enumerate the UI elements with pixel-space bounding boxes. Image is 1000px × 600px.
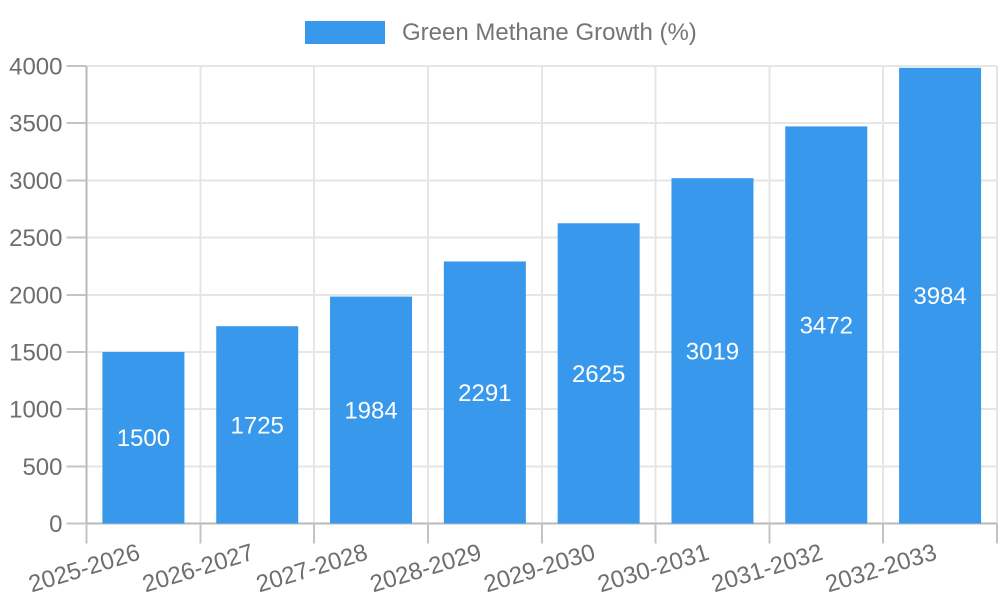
tick-marks — [66, 65, 998, 544]
x-axis-label: 2026-2027 — [139, 539, 257, 598]
legend-item[interactable]: Green Methane Growth (%) — [305, 19, 697, 46]
y-axis-label: 500 — [22, 454, 62, 481]
y-axis-label: 4000 — [9, 54, 62, 81]
bar[interactable] — [330, 296, 413, 524]
bar-value-label: 3472 — [800, 312, 853, 339]
bar-value-label: 1984 — [344, 398, 397, 425]
y-axis-label: 1500 — [9, 339, 62, 366]
bar[interactable] — [102, 351, 185, 524]
y-axis-label: 3000 — [9, 168, 62, 195]
x-axis-label: 2027-2028 — [253, 539, 371, 598]
x-axis-labels: 2025-20262026-20272027-20282028-20292029… — [26, 539, 940, 598]
y-axis-label: 3500 — [9, 111, 62, 138]
x-axis-label: 2031-2032 — [708, 539, 826, 598]
bar-value-label: 3984 — [913, 283, 966, 310]
bar-value-label: 1500 — [117, 425, 170, 452]
x-axis-label: 2030-2031 — [595, 539, 713, 598]
bar[interactable] — [557, 223, 640, 524]
x-axis-label: 2032-2033 — [822, 539, 940, 598]
bar[interactable] — [671, 178, 754, 524]
bar-value-labels: 1500 1725 1984 2291 2625 3019 3472 3984 — [117, 283, 967, 452]
bar-value-label: 3019 — [686, 338, 739, 365]
bar-value-label: 2625 — [572, 361, 625, 388]
y-axis-label: 0 — [49, 511, 62, 538]
y-axis-label: 2500 — [9, 225, 62, 252]
bar[interactable] — [443, 261, 526, 524]
y-axis-label: 2000 — [9, 282, 62, 309]
y-axis-label: 1000 — [9, 397, 62, 424]
bar-value-label: 1725 — [231, 412, 284, 439]
bar[interactable] — [785, 126, 868, 524]
x-axis-label: 2025-2026 — [26, 539, 144, 598]
bar-series — [102, 67, 982, 524]
bar-value-label: 2291 — [458, 380, 511, 407]
x-axis-label: 2029-2030 — [481, 539, 599, 598]
bar[interactable] — [216, 326, 299, 524]
y-axis-labels: 0 500 1000 1500 2000 2500 3000 3500 4000 — [9, 54, 62, 539]
vertical-gridlines — [199, 66, 998, 524]
legend-swatch[interactable] — [305, 21, 385, 44]
bar[interactable] — [899, 67, 982, 524]
legend-label[interactable]: Green Methane Growth (%) — [402, 19, 697, 46]
x-axis-label: 2028-2029 — [367, 539, 485, 598]
